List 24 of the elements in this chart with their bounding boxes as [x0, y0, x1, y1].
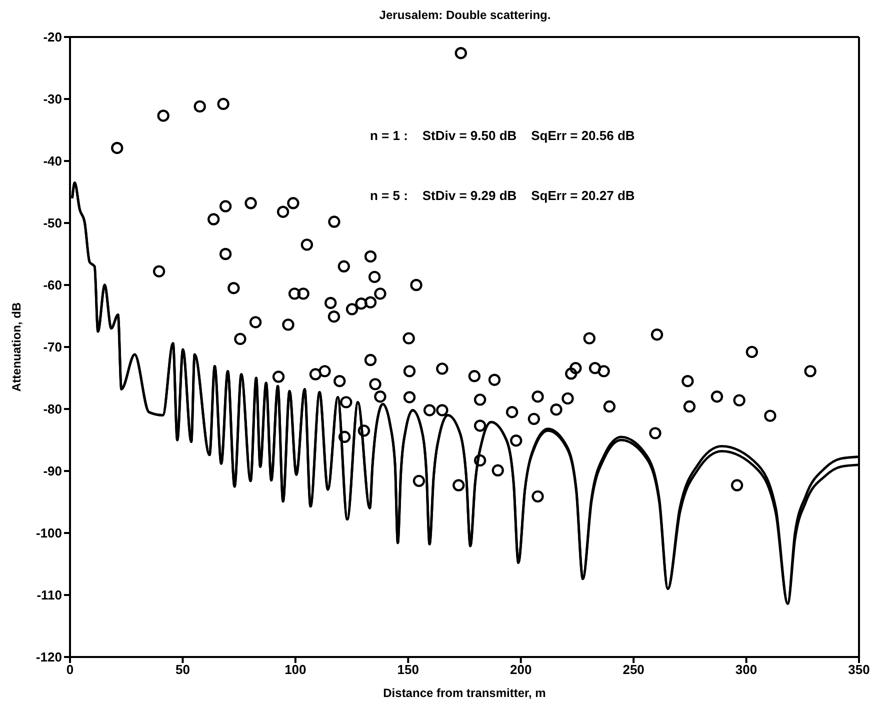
y-tick-label: -120 [36, 650, 62, 665]
chart-title: Jerusalem: Double scattering. [378, 8, 552, 22]
y-tick-label: -60 [43, 278, 62, 293]
y-tick-label: -50 [43, 216, 62, 231]
x-tick-label: 350 [848, 662, 870, 678]
y-axis-title: Attenuation, dB [9, 302, 24, 392]
y-tick-label: -40 [43, 154, 62, 169]
y-tick-label: -110 [36, 588, 62, 603]
y-tick-label: -90 [43, 464, 62, 479]
x-tick-label: 150 [397, 662, 419, 678]
annotation: n = 5 : StDiv = 9.29 dB SqErr = 20.27 dB [370, 188, 635, 203]
x-axis-title: Distance from transmitter, m [383, 686, 546, 700]
y-tick-label: -100 [36, 526, 62, 541]
y-tick-label: -70 [43, 340, 62, 355]
x-tick-label: 200 [510, 662, 532, 678]
x-tick-label: 100 [284, 662, 306, 678]
x-tick-label: 50 [175, 662, 190, 678]
annotation: n = 1 : StDiv = 9.50 dB SqErr = 20.56 dB [370, 128, 635, 143]
x-tick-label: 250 [622, 662, 644, 678]
y-tick-label: -80 [43, 402, 62, 417]
y-tick-label: -30 [43, 92, 62, 107]
x-tick-label: 300 [735, 662, 758, 678]
y-tick-label: -20 [43, 30, 62, 45]
x-tick-label: 0 [66, 662, 74, 678]
